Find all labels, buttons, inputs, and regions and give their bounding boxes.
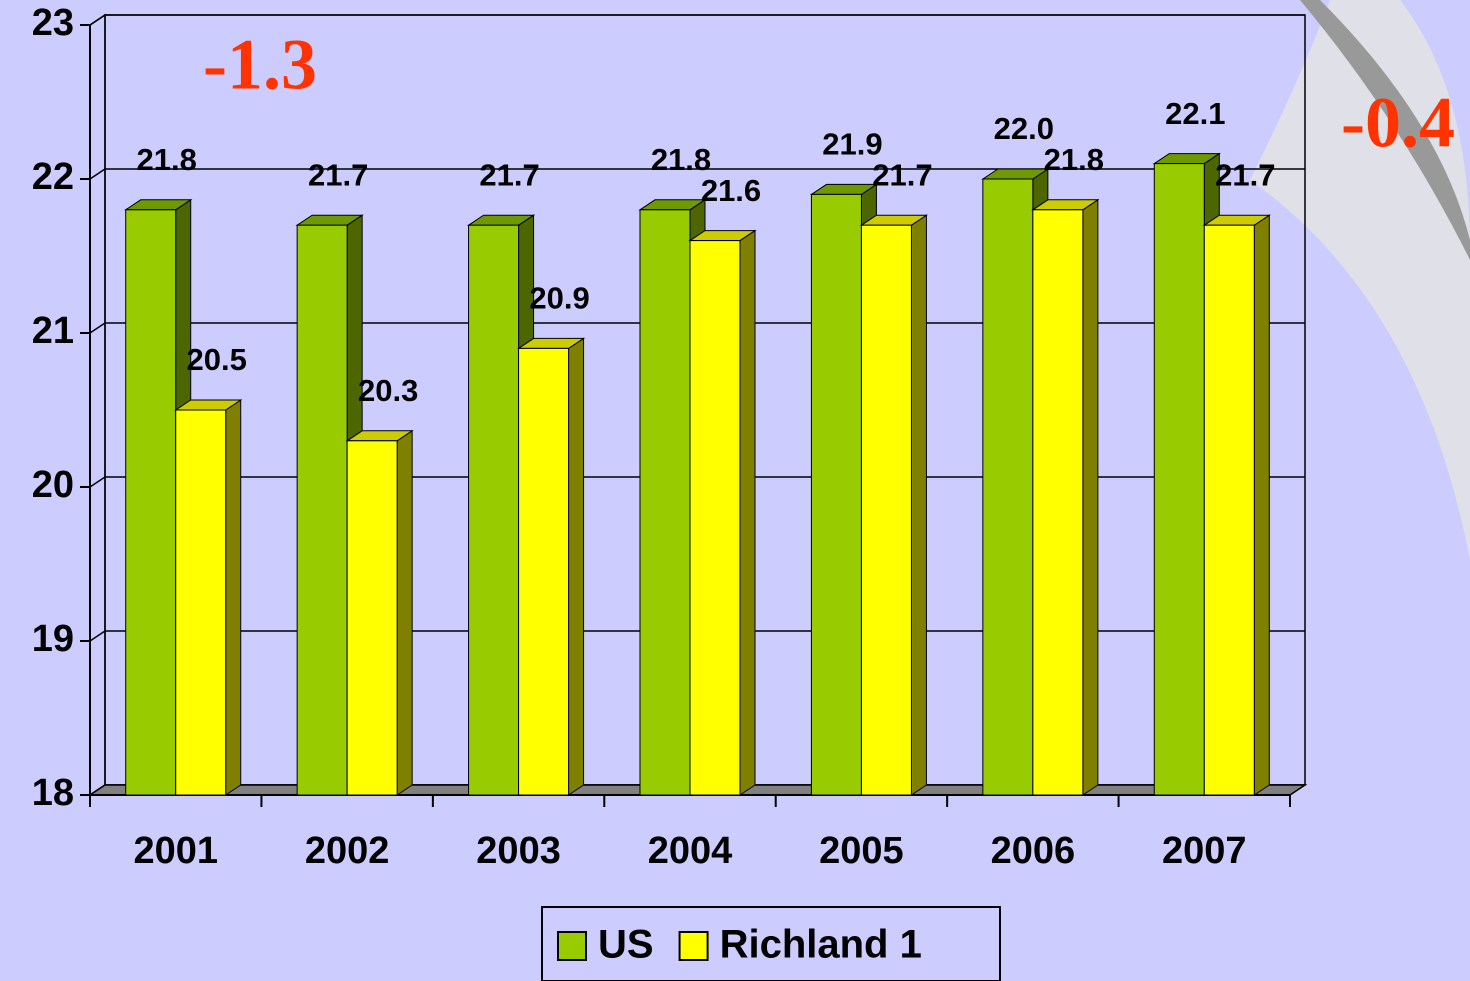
legend-swatch [557,931,587,961]
annotation: -1.3 [203,25,317,105]
data-label: 22.1 [1165,96,1225,131]
side-wall [89,13,106,796]
x-tick-label: 2001 [133,830,218,872]
bar-side [568,337,585,796]
data-label: 21.7 [479,157,539,192]
data-label: 20.9 [529,281,589,316]
data-label: 21.8 [137,142,197,177]
data-label: 21.8 [1044,142,1104,177]
data-label: 21.7 [1215,157,1275,192]
x-tick-label: 2002 [305,830,390,872]
x-tick-label: 2004 [648,830,733,872]
legend-label: Richland 1 [720,923,922,967]
bar [296,224,348,796]
bar [982,178,1034,796]
data-label: 20.5 [187,342,247,377]
bar [810,193,862,796]
x-tick-label: 2005 [819,830,904,872]
grid-line [89,168,106,180]
bar-side [396,429,413,796]
y-tick-label: 19 [32,618,74,660]
grid-line [89,630,106,642]
bar [689,240,741,796]
grid-line [89,322,106,334]
bar [346,440,398,796]
annotation: -0.4 [1341,83,1455,163]
x-tick-label: 2007 [1162,830,1247,872]
data-label: 22.0 [994,111,1054,146]
bar-side [1082,198,1099,796]
y-tick-label: 23 [32,2,74,44]
bar [518,347,570,796]
data-label: 21.7 [308,157,368,192]
y-tick-label: 20 [32,464,74,506]
bar [1203,224,1255,796]
data-label: 21.6 [701,173,761,208]
grid-line [89,14,106,26]
bar [468,224,520,796]
x-tick-label: 2006 [991,830,1076,872]
bar [860,224,912,796]
legend [541,906,1001,981]
data-label: 21.7 [872,157,932,192]
grid-line [89,476,106,488]
data-label: 21.9 [822,127,882,162]
y-tick-label: 18 [32,772,74,814]
bar-side [225,399,242,796]
y-tick-label: 21 [32,310,74,352]
legend-swatch [678,931,709,961]
bar [125,209,177,796]
data-label: 21.8 [651,142,711,177]
bar [639,209,691,796]
x-tick-label: 2003 [476,830,561,872]
bar [1153,163,1205,796]
bar [1032,209,1084,796]
bar-side [910,214,927,796]
data-label: 20.3 [358,373,418,408]
y-tick-label: 22 [32,156,74,198]
bar-side [1253,214,1270,796]
legend-label: US [598,923,654,967]
bar [175,409,227,796]
bar-side [739,229,756,796]
